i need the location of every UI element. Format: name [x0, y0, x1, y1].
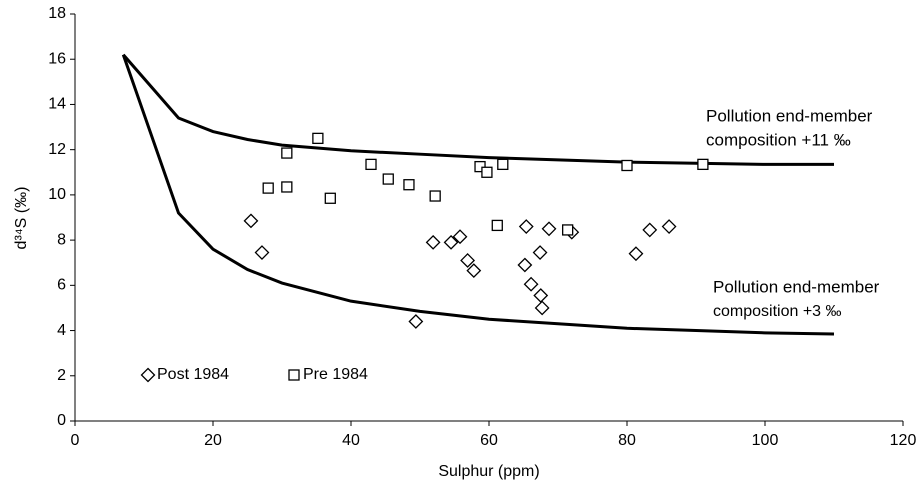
diamond-point [628, 246, 644, 262]
legend-marker [140, 367, 156, 383]
y-tick-label: 2 [57, 367, 66, 384]
diamond-point [460, 253, 476, 268]
diamond-point [517, 257, 533, 273]
x-tick-label: 20 [204, 432, 222, 449]
y-tick-label: 18 [48, 5, 66, 22]
annotation: Pollution end-member [706, 106, 873, 125]
annotation: Pollution end-member [713, 277, 880, 296]
diamond-point [532, 245, 548, 260]
square-point [281, 147, 293, 159]
x-tick-label: 100 [752, 432, 779, 449]
y-tick-label: 6 [57, 277, 66, 294]
diamond-point [452, 229, 468, 245]
square-point [621, 159, 633, 172]
mixing-curve [121, 54, 835, 336]
legend-label: Pre 1984 [303, 366, 368, 383]
y-tick-label: 0 [57, 412, 66, 429]
annotation: composition +3 ‰ [713, 303, 842, 320]
x-tick-label: 120 [890, 432, 917, 449]
y-tick-label: 14 [48, 96, 66, 113]
square-point [562, 224, 574, 236]
mixing-curve [122, 53, 834, 166]
square-point [324, 192, 336, 204]
square-point [697, 158, 709, 171]
diamond-point [408, 314, 424, 329]
x-tick-label: 60 [480, 432, 498, 449]
diamond-point [425, 234, 441, 250]
square-point [382, 173, 394, 185]
square-point [365, 158, 377, 171]
diamond-point [661, 219, 677, 234]
y-tick-label: 4 [57, 322, 66, 339]
legend-label: Post 1984 [157, 366, 229, 383]
diamond-point [523, 276, 539, 292]
diamond-point [642, 222, 658, 238]
square-point [474, 160, 486, 173]
diamond-point [443, 234, 459, 250]
x-tick-label: 40 [342, 432, 360, 449]
diamond-point [243, 213, 259, 229]
x-tick-label: 0 [71, 432, 80, 449]
x-tick-label: 80 [618, 432, 636, 449]
square-point [312, 132, 324, 145]
y-tick-label: 10 [48, 186, 66, 203]
diamond-point [541, 221, 557, 237]
diamond-point [533, 288, 549, 303]
y-axis-label: d³⁴S (‰) [13, 187, 30, 250]
square-point [491, 219, 503, 232]
y-tick-label: 12 [48, 141, 66, 158]
square-point [481, 166, 493, 178]
square-point [262, 182, 274, 194]
diamond-point [466, 263, 482, 279]
square-point [281, 181, 293, 193]
diamond-point [254, 245, 270, 260]
square-point [497, 158, 509, 171]
square-point [403, 179, 415, 191]
y-tick-label: 16 [48, 50, 66, 67]
legend-marker [288, 369, 300, 381]
annotation: composition +11 ‰ [706, 130, 851, 149]
diamond-point [534, 300, 550, 316]
square-point [429, 190, 441, 202]
x-axis-label: Sulphur (ppm) [438, 463, 539, 480]
diamond-point [518, 219, 534, 234]
y-tick-label: 8 [57, 231, 66, 248]
